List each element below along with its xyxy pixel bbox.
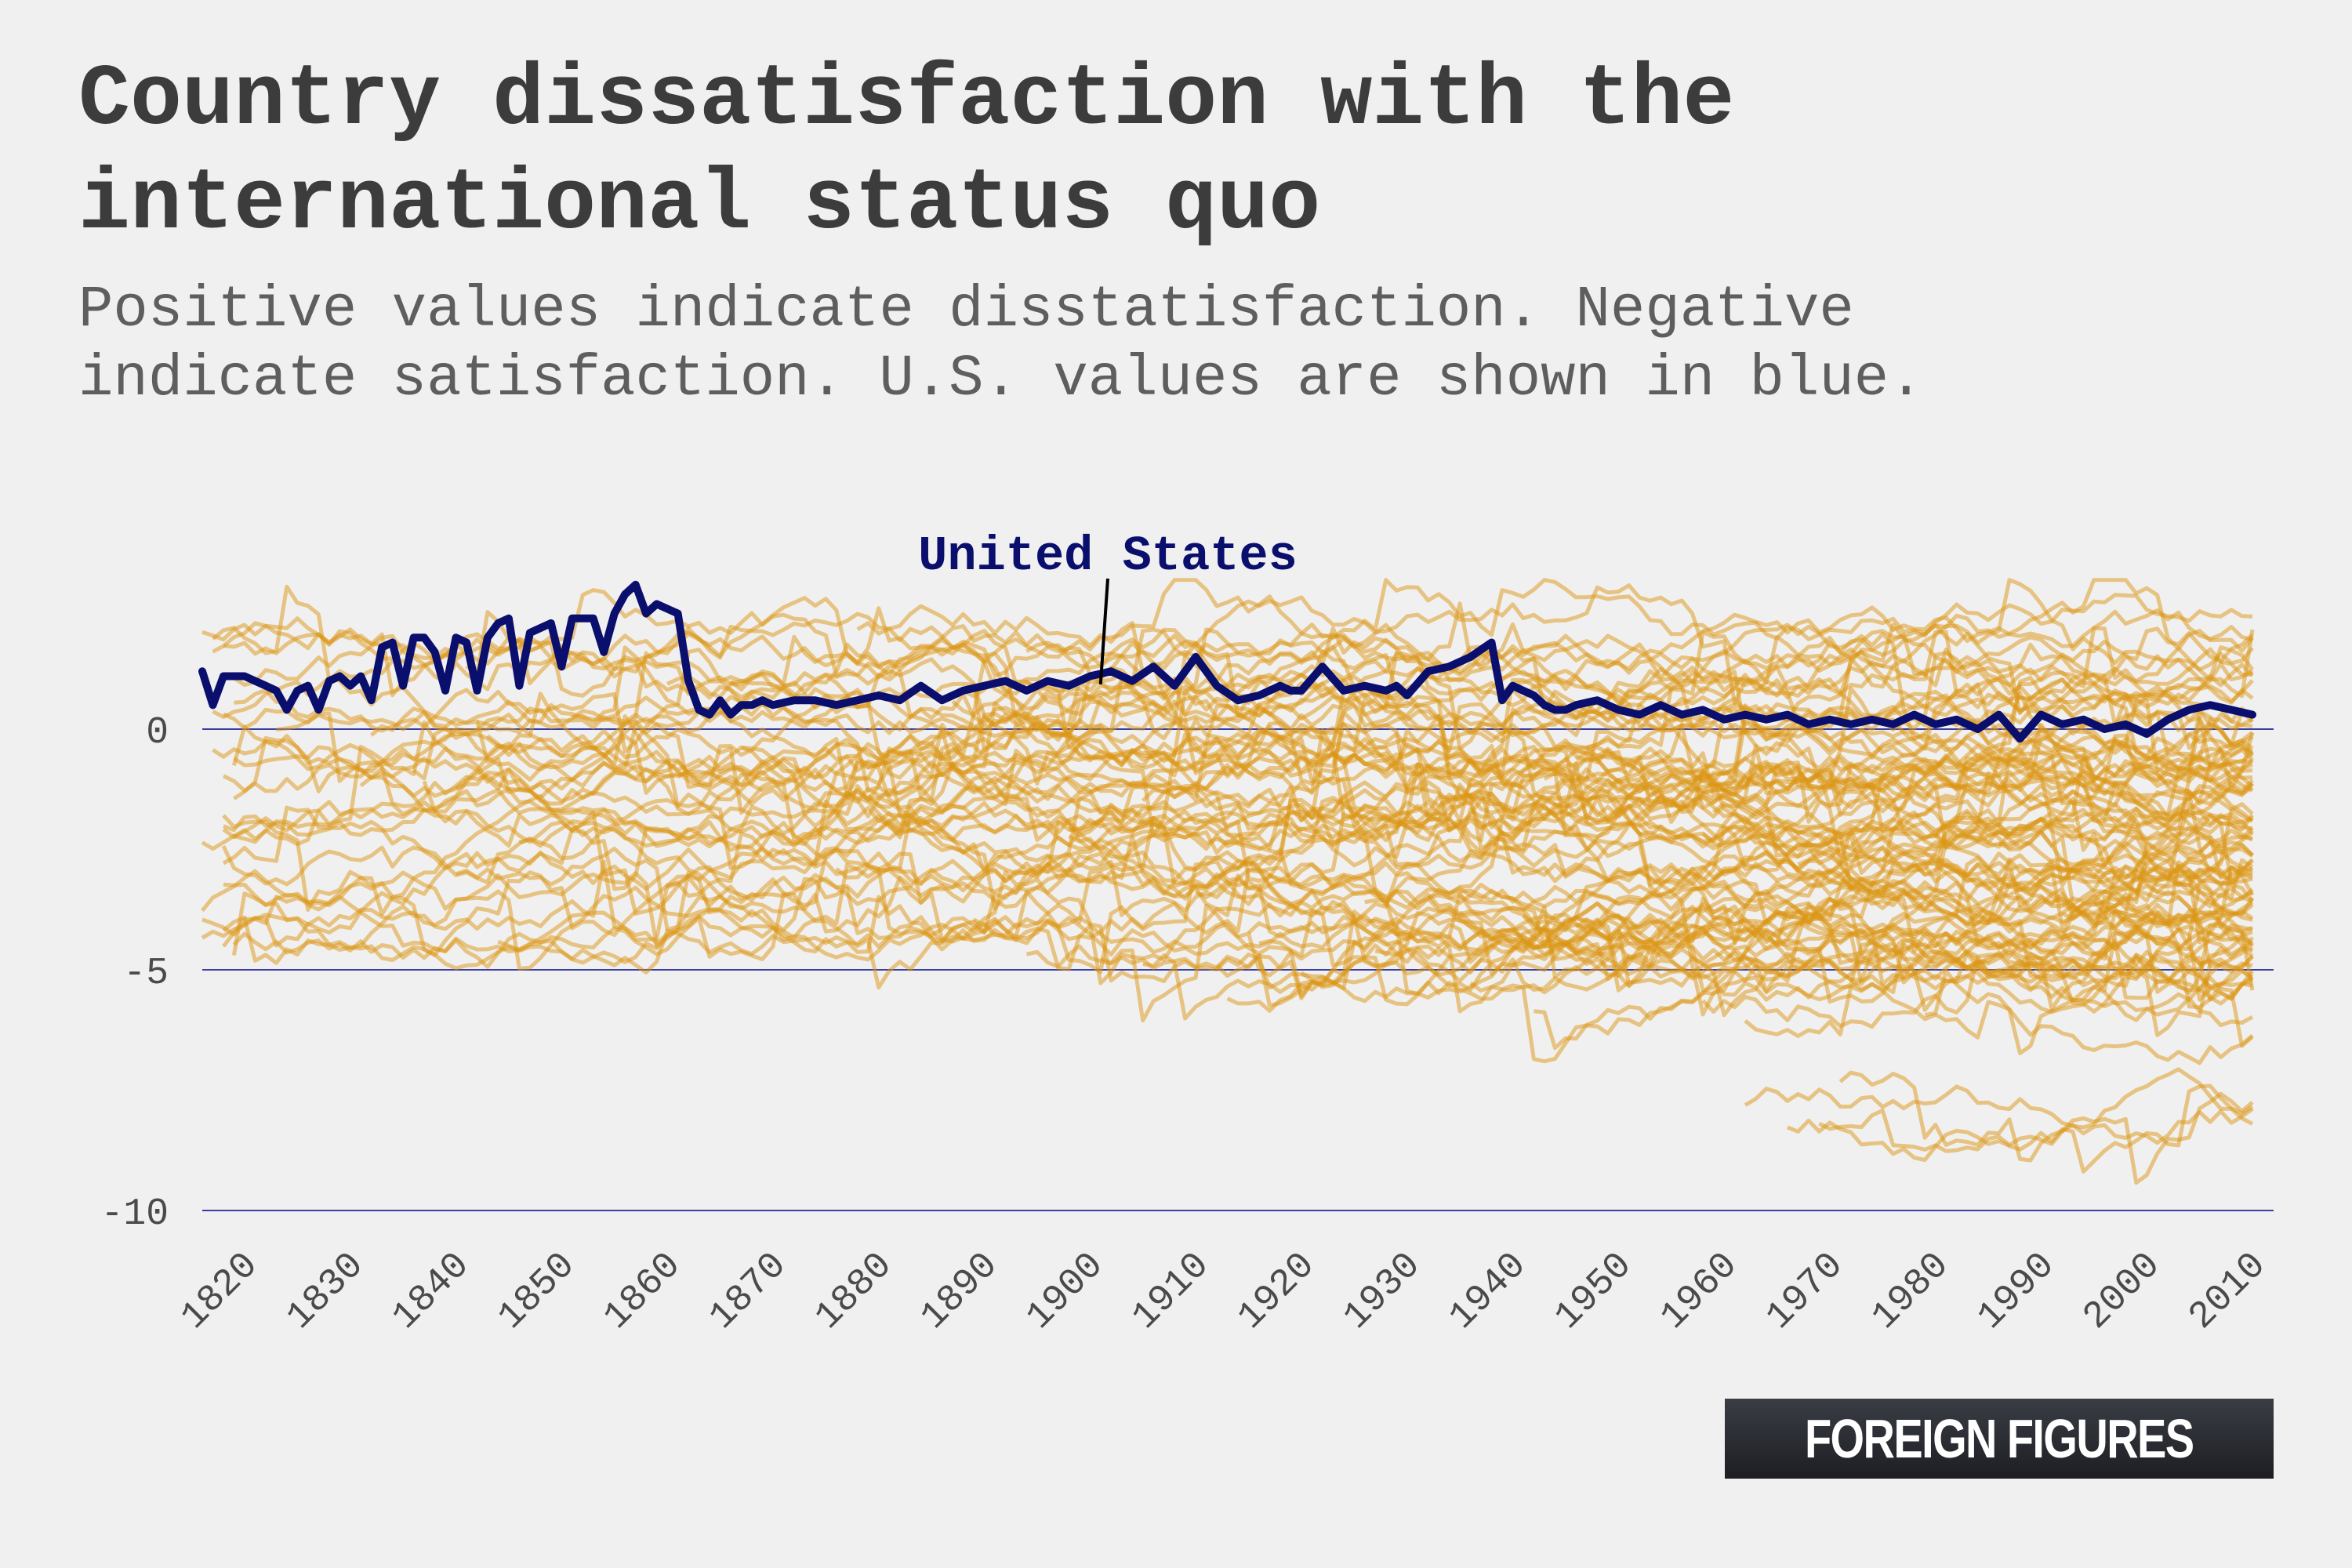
x-tick-label: 1980	[1864, 1244, 1958, 1338]
x-axis: 1820 1830 1840 1850 1860 1870 1880 1890 1900 1910…	[173, 1244, 2275, 1338]
x-tick-label: 2000	[2075, 1244, 2169, 1338]
x-tick-label: 1930	[1336, 1244, 1430, 1338]
x-tick-label: 1920	[1230, 1244, 1324, 1338]
x-tick-label: 1820	[173, 1244, 267, 1338]
x-tick-label: 1950	[1547, 1244, 1641, 1338]
y-axis: 0 -5 -10	[101, 712, 169, 1236]
x-tick-label: 1870	[702, 1244, 796, 1338]
x-tick-label: 1860	[596, 1244, 690, 1338]
x-tick-label: 1990	[1969, 1244, 2063, 1338]
x-tick-label: 1970	[1759, 1244, 1853, 1338]
country-line	[1745, 1069, 2252, 1127]
x-tick-label: 1960	[1653, 1244, 1747, 1338]
x-tick-label: 1850	[490, 1244, 584, 1338]
x-tick-label: 1900	[1018, 1244, 1112, 1338]
x-tick-label: 1880	[808, 1244, 902, 1338]
us-annotation-label: United States	[918, 528, 1298, 584]
x-tick-label: 1830	[279, 1244, 373, 1338]
y-tick-label: 0	[146, 712, 169, 754]
y-tick-label: -5	[123, 953, 169, 995]
x-tick-label: 1890	[913, 1244, 1007, 1338]
x-tick-label: 1840	[384, 1244, 478, 1338]
x-tick-label: 2010	[2181, 1244, 2275, 1338]
other-country-lines	[202, 580, 2252, 1183]
x-tick-label: 1910	[1124, 1244, 1218, 1338]
y-tick-label: -10	[101, 1193, 169, 1236]
x-tick-label: 1940	[1441, 1244, 1535, 1338]
logo-text: FOREIGN FIGURES	[1805, 1407, 2194, 1470]
foreign-figures-logo: FOREIGN FIGURES	[1725, 1399, 2274, 1479]
